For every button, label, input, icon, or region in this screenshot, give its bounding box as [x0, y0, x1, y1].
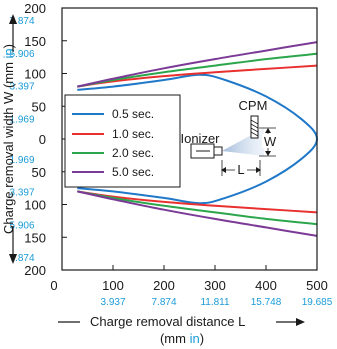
series-2-lower [77, 190, 318, 226]
y-tick-label-top-3: 50 [32, 99, 46, 114]
y-tick-label-bottom-0: 50 [32, 165, 46, 180]
ionizer-label: Ionizer [180, 131, 220, 146]
legend-label-1: 1.0 sec. [112, 127, 154, 141]
y-tick-label-in-bottom-2: 5.906 [9, 220, 34, 231]
legend-label-0: 0.5 sec. [112, 107, 154, 121]
ticks-layer: 0 1003.9372007.87430011.81140015.74850019… [9, 1, 332, 308]
x-tick-label-4: 400 [255, 278, 277, 293]
y-axis-arrow-up [9, 14, 17, 52]
w-label: W [264, 134, 277, 149]
y-tick-label-top-1: 150 [24, 34, 46, 49]
x-tick-label-in-1: 3.937 [100, 297, 125, 308]
series-2-upper [77, 52, 318, 88]
y-tick-label-top-2: 100 [24, 67, 46, 82]
series-layer [77, 41, 319, 237]
x-tick-label-0: 0 [50, 278, 57, 293]
ionizer-nozzle [213, 146, 223, 156]
x-tick-label-in-2: 7.874 [151, 297, 176, 308]
x-tick-label-in-4: 15.748 [251, 297, 282, 308]
y-tick-label-in-bottom-0: 1.969 [9, 155, 34, 166]
legend-label-3: 5.0 sec. [112, 165, 154, 179]
cpm-label: CPM [239, 98, 268, 113]
l-label: L [237, 162, 244, 177]
x-tick-label-in-3: 11.811 [200, 297, 230, 308]
y-tick-label-in-bottom-3: 7.874 [9, 253, 34, 264]
y-tick-label-in-top-0: 7.874 [9, 16, 34, 27]
y-tick-label-bottom-3: 200 [24, 263, 46, 278]
y-axis-title-in: in [1, 48, 16, 58]
series-3-upper [77, 41, 318, 88]
x-tick-label-2: 200 [153, 278, 175, 293]
y-tick-label-top-0: 200 [24, 1, 46, 16]
x-tick-label-5: 500 [306, 278, 328, 293]
x-axis-unit: (mm in) [160, 331, 204, 346]
x-axis-title: Charge removal distance L [90, 314, 245, 329]
cpm-sensor [250, 115, 259, 139]
y-tick-label-in-top-3: 1.969 [9, 114, 34, 125]
y-tick-label-bottom-1: 100 [24, 198, 46, 213]
x-tick-label-in-5: 19.685 [302, 297, 333, 308]
y-tick-label-in-top-2: 3.397 [9, 82, 34, 93]
legend: 0.5 sec. 1.0 sec. 2.0 sec. 5.0 sec. [64, 94, 181, 188]
legend-label-2: 2.0 sec. [112, 146, 154, 160]
series-3-lower [77, 190, 318, 237]
series-1-lower [77, 190, 318, 214]
x-tick-label-1: 100 [102, 278, 124, 293]
y-tick-label-in-bottom-1: 3.397 [9, 188, 34, 199]
y-axis-arrow-down [9, 226, 17, 264]
y-axis-title-group: Charge removal width W (mm in) [1, 44, 16, 234]
x-tick-label-3: 300 [204, 278, 226, 293]
y-tick-label-top-4: 0 [39, 132, 46, 147]
y-axis-title: Charge removal width W (mm in) [1, 44, 16, 234]
y-tick-label-in-top-1: 5.906 [9, 49, 34, 60]
series-1-upper [77, 64, 318, 88]
ionizer-diagram: Ionizer CPM W L [180, 98, 276, 177]
y-tick-label-bottom-2: 150 [24, 230, 46, 245]
x-axis-arrow-right [276, 318, 305, 326]
